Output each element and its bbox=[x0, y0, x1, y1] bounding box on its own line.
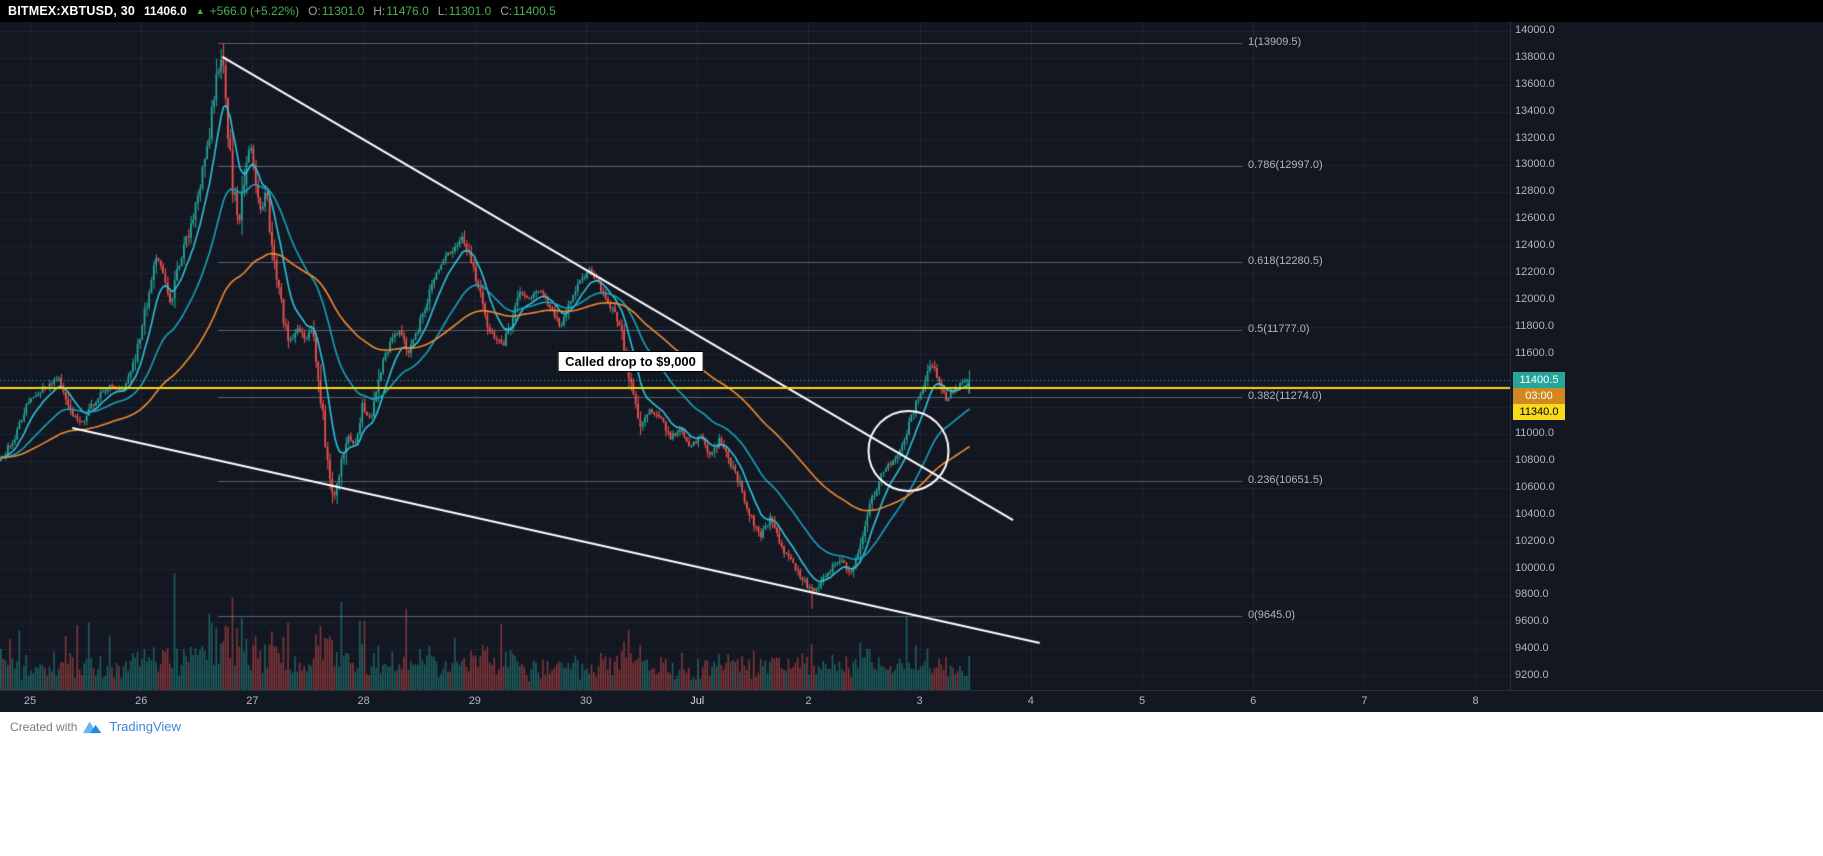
alert-price-badge[interactable]: 11340.0 bbox=[1513, 404, 1565, 421]
price-axis-label: 13800.0 bbox=[1515, 50, 1555, 63]
low-label: L: bbox=[437, 4, 448, 18]
tradingview-logo-icon bbox=[83, 721, 102, 734]
time-axis-label: 8 bbox=[1472, 695, 1479, 707]
ohlc-high: H:11476.0 bbox=[373, 4, 429, 18]
price-axis-label: 13400.0 bbox=[1515, 104, 1555, 117]
price-axis-label: 9200.0 bbox=[1515, 669, 1549, 682]
time-axis-label: 2 bbox=[805, 695, 812, 707]
price-axis-label: 13200.0 bbox=[1515, 131, 1555, 144]
price-chart-canvas[interactable] bbox=[0, 22, 1510, 690]
price-axis-label: 10800.0 bbox=[1515, 454, 1555, 467]
price-axis-label: 11800.0 bbox=[1515, 319, 1554, 332]
low-value: 11301.0 bbox=[448, 4, 492, 18]
up-arrow-icon: ▲ bbox=[195, 6, 205, 16]
price-axis-label: 9800.0 bbox=[1515, 588, 1549, 601]
price-axis-label: 14000.0 bbox=[1515, 24, 1555, 36]
fib-level-label: 1(13909.5) bbox=[1248, 36, 1302, 49]
fib-level-label: 0.618(12280.5) bbox=[1248, 255, 1323, 268]
price-axis-label: 12400.0 bbox=[1515, 239, 1555, 251]
high-label: H: bbox=[373, 4, 386, 18]
price-axis-label: 12200.0 bbox=[1515, 265, 1555, 278]
time-axis-label: 25 bbox=[23, 695, 37, 707]
price-axis-label: 9600.0 bbox=[1515, 615, 1549, 628]
time-axis-label: 5 bbox=[1138, 695, 1146, 707]
price-axis-label: 13600.0 bbox=[1515, 77, 1555, 90]
legend-last-price: 11406.0 bbox=[144, 4, 187, 18]
tradingview-link[interactable]: TradingView bbox=[109, 719, 181, 734]
ohlc-close: C:11400.5 bbox=[500, 4, 556, 18]
price-axis-label: 12000.0 bbox=[1515, 292, 1555, 305]
time-axis[interactable]: 25 26 27 28 29 30 Jul 2 3 4 5 6 7 8 bbox=[0, 690, 1823, 712]
footer: Created with TradingView bbox=[0, 712, 1823, 856]
time-axis-label: Jul bbox=[690, 695, 705, 707]
price-axis-label: 10600.0 bbox=[1515, 480, 1555, 493]
price-axis-label: 10400.0 bbox=[1515, 507, 1555, 520]
time-axis-label: 30 bbox=[579, 695, 593, 707]
open-label: O: bbox=[308, 4, 321, 18]
countdown-badge: 03:00 bbox=[1513, 388, 1565, 405]
ohlc-open: O:11301.0 bbox=[308, 4, 364, 18]
price-axis[interactable]: 11400.5 03:00 11340.0 9200.0 9400.0 9600.0… bbox=[1510, 22, 1823, 690]
time-axis-label: 28 bbox=[357, 695, 370, 707]
high-value: 11476.0 bbox=[386, 4, 429, 18]
time-axis-label: 4 bbox=[1027, 695, 1034, 707]
price-axis-label: 10000.0 bbox=[1515, 561, 1555, 574]
price-axis-label: 13000.0 bbox=[1515, 158, 1555, 171]
fib-level-label: 0.5(11777.0) bbox=[1248, 322, 1310, 335]
callout-annotation[interactable]: Called drop to $9,000 bbox=[557, 350, 704, 372]
close-value: 11400.5 bbox=[513, 4, 556, 18]
ohlc-low: L:11301.0 bbox=[438, 4, 492, 18]
last-price-badge: 11400.5 bbox=[1513, 372, 1565, 389]
price-axis-label: 10200.0 bbox=[1515, 534, 1555, 547]
chart-area: 1(13909.5) 0.786(12997.0) 0.618(12280.5) 0.… bbox=[0, 22, 1823, 690]
credit-row: Created with TradingView bbox=[10, 719, 1813, 734]
time-axis-label: 7 bbox=[1361, 695, 1368, 707]
time-axis-label: 26 bbox=[135, 695, 148, 707]
time-axis-label: 3 bbox=[916, 695, 923, 707]
fib-level-label: 0.382(11274.0) bbox=[1248, 390, 1322, 403]
fib-level-label: 0(9645.0) bbox=[1248, 609, 1296, 622]
time-axis-label: 27 bbox=[246, 695, 259, 707]
close-label: C: bbox=[500, 4, 513, 18]
price-axis-label: 12800.0 bbox=[1515, 185, 1555, 198]
open-value: 11301.0 bbox=[321, 4, 365, 18]
symbol-title[interactable]: BITMEX:XBTUSD, 30 bbox=[8, 4, 136, 18]
price-change: +566.0 (+5.22%) bbox=[209, 4, 300, 18]
fib-level-label: 0.786(12997.0) bbox=[1248, 158, 1323, 171]
price-axis-label: 12600.0 bbox=[1515, 212, 1555, 225]
time-axis-label: 29 bbox=[468, 695, 481, 707]
price-axis-label: 11000.0 bbox=[1515, 427, 1554, 440]
time-axis-label: 6 bbox=[1250, 695, 1257, 707]
fib-level-label: 0.236(10651.5) bbox=[1248, 473, 1323, 486]
price-axis-label: 11600.0 bbox=[1515, 346, 1554, 359]
chart-legend: BITMEX:XBTUSD, 30 11406.0 ▲ +566.0 (+5.2… bbox=[0, 0, 1823, 22]
price-axis-label: 9400.0 bbox=[1515, 642, 1549, 655]
credit-text: Created with bbox=[10, 719, 78, 734]
